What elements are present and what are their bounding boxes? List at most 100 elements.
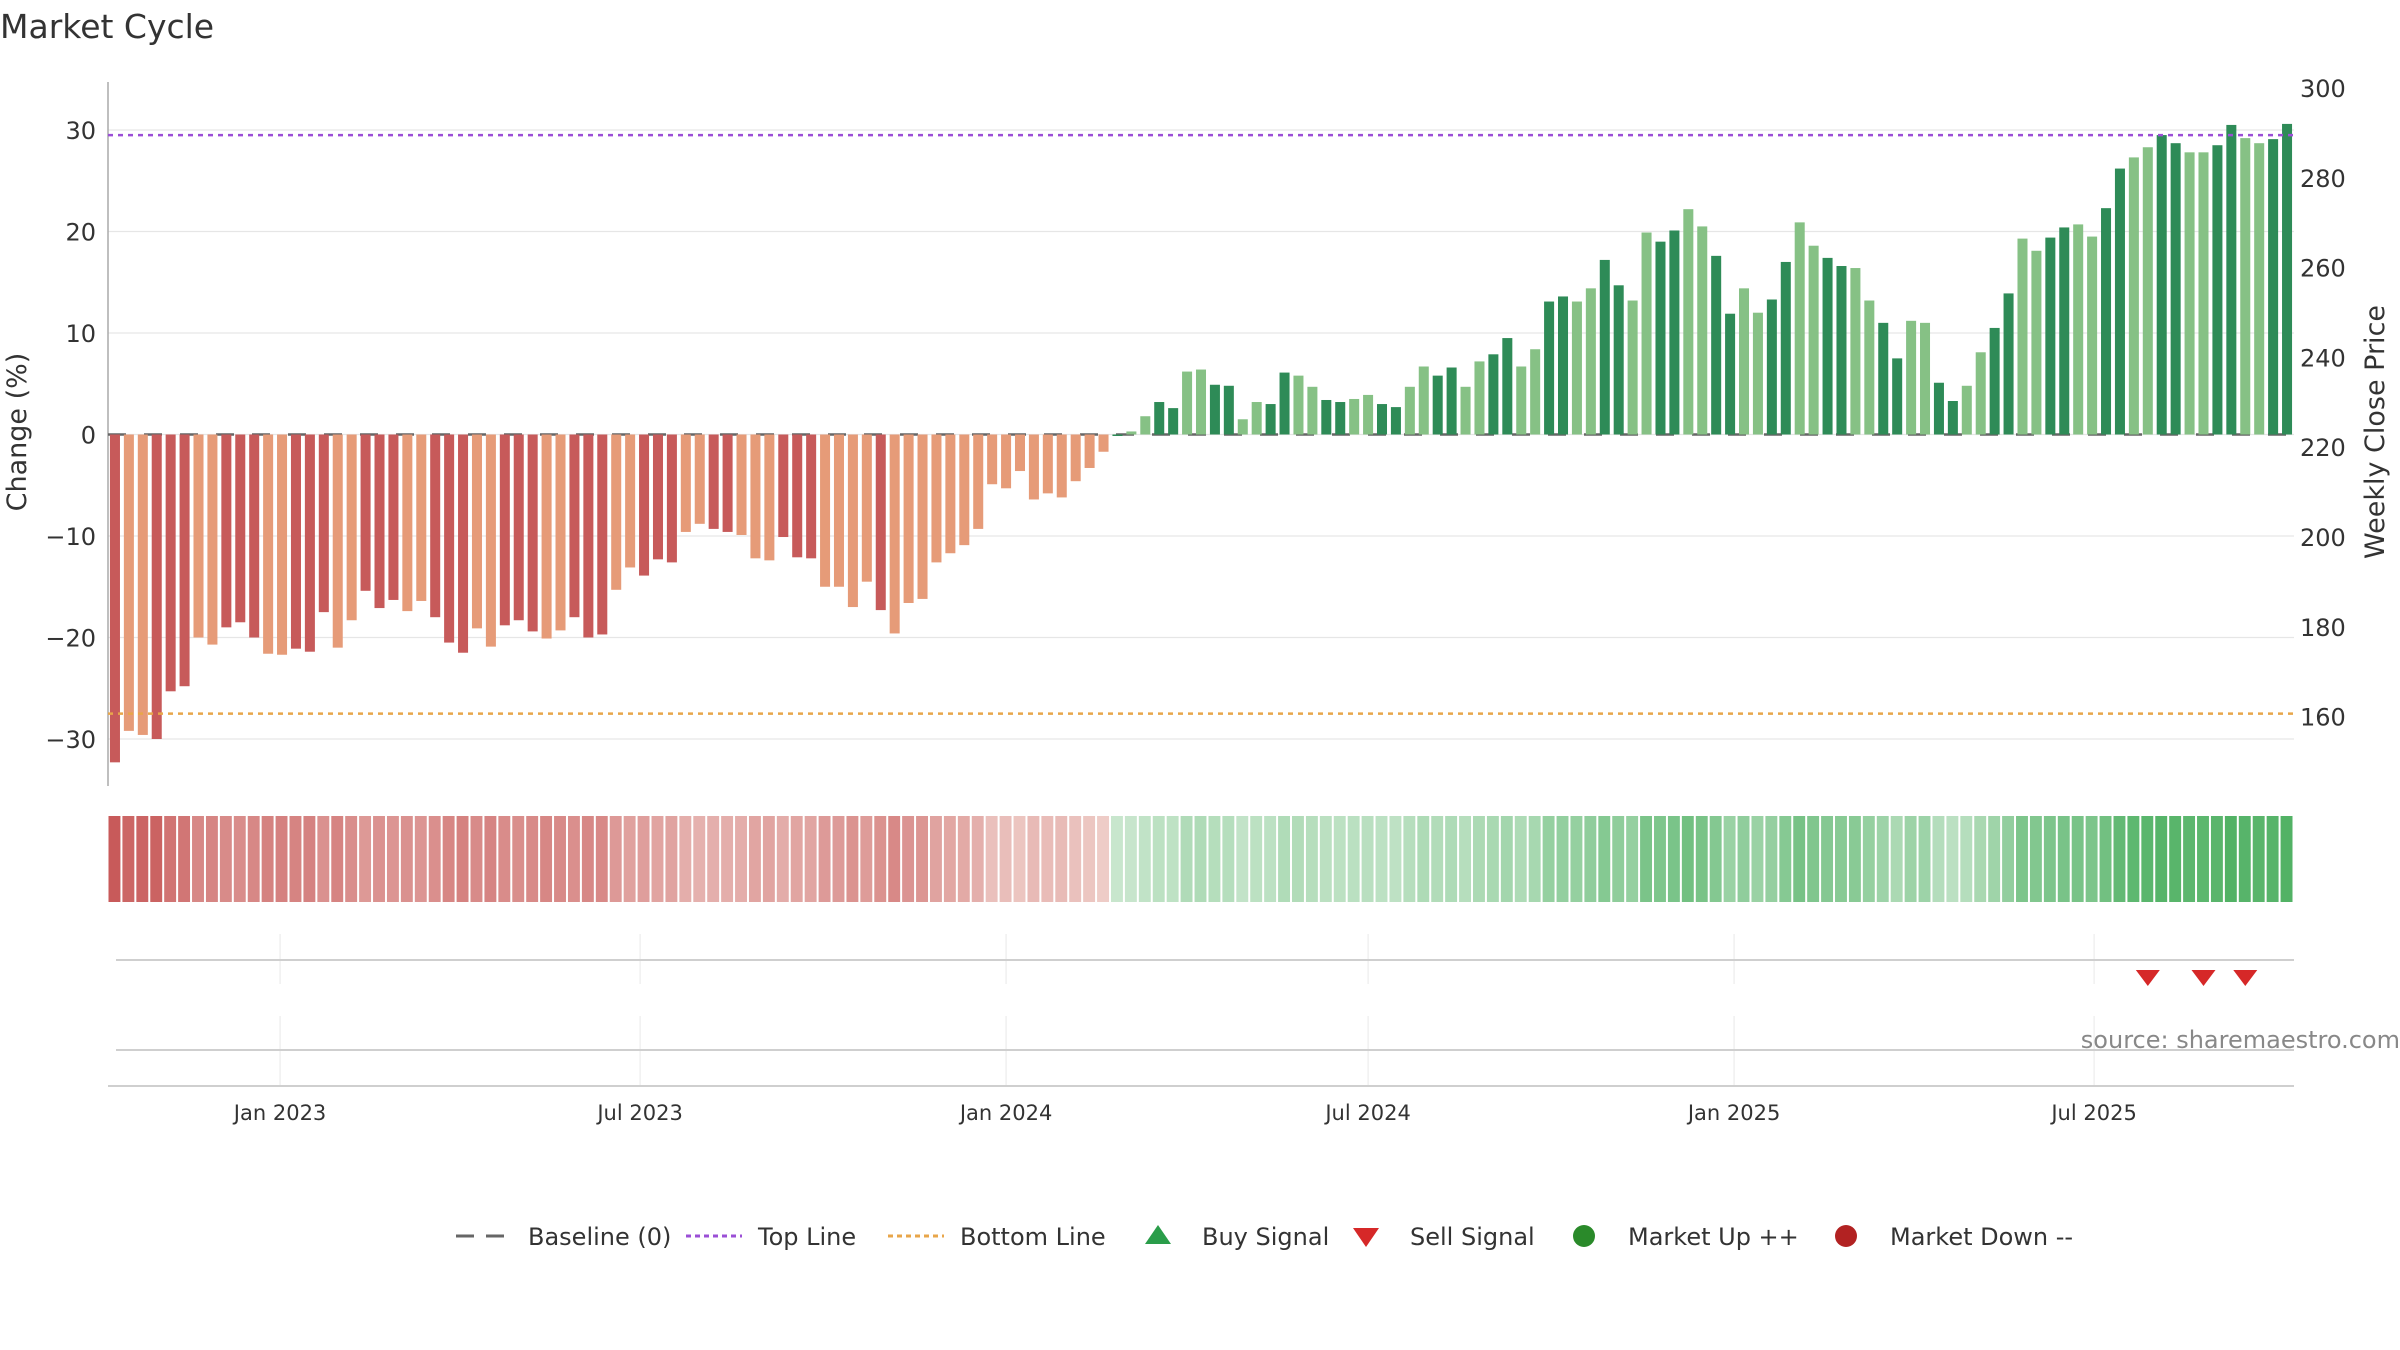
bar [2128, 157, 2139, 435]
heat-cell [637, 816, 650, 902]
heat-cell [1821, 816, 1834, 902]
bar [1585, 288, 1596, 435]
heat-cell [748, 816, 761, 902]
left-y-axis-ticks: 30 20 10 0 −10 −20 −30 [45, 117, 96, 754]
y2-tick-label: 180 [2300, 614, 2346, 642]
heat-cell [1751, 816, 1764, 902]
heat-cell [1375, 816, 1388, 902]
heat-cell [1681, 816, 1694, 902]
bar [1627, 300, 1638, 435]
heat-cell [428, 816, 441, 902]
y-axis-label: Change (%) [2, 353, 33, 512]
bar [1933, 382, 1944, 435]
y-tick-label: −10 [45, 523, 96, 551]
heat-cell [1180, 816, 1193, 902]
heat-cell [1709, 816, 1722, 902]
heat-cell [818, 816, 831, 902]
heat-cell [1765, 816, 1778, 902]
heat-cell [943, 816, 956, 902]
bar [137, 434, 148, 735]
heat-cell [540, 816, 553, 902]
heat-cell [164, 816, 177, 902]
bar [360, 434, 371, 591]
heat-cell [136, 816, 149, 902]
heat-cell [832, 816, 845, 902]
heat-cell [512, 816, 525, 902]
bar [1056, 434, 1067, 498]
bar [527, 434, 538, 632]
heat-cell [1138, 816, 1151, 902]
bar [2142, 147, 2153, 435]
bar [931, 434, 942, 563]
legend-label: Top Line [757, 1223, 856, 1251]
heat-cell [1124, 816, 1137, 902]
bar [2073, 224, 2084, 435]
heat-cell [2043, 816, 2056, 902]
signals-panel [116, 934, 2294, 986]
bar [1655, 241, 1666, 435]
bar [1558, 296, 1569, 435]
heat-cell [2252, 816, 2265, 902]
heat-cell [2016, 816, 2028, 902]
bar [1989, 327, 2000, 435]
bar [889, 434, 900, 634]
bar [1182, 371, 1193, 435]
bar [722, 434, 733, 532]
heat-cell [400, 816, 413, 902]
bar [1168, 408, 1179, 435]
bar [639, 434, 650, 576]
heat-cell [1723, 816, 1736, 902]
heat-cell [762, 816, 775, 902]
heat-cell [1417, 816, 1430, 902]
bar [1154, 402, 1165, 435]
heat-cell [275, 816, 288, 902]
bar [750, 434, 761, 559]
bar [611, 434, 622, 590]
bar [1697, 226, 1708, 435]
heat-cell [1194, 816, 1207, 902]
heat-cell [1222, 816, 1235, 902]
bar [1251, 402, 1262, 435]
bar [541, 434, 552, 639]
heat-cell [1946, 816, 1959, 902]
heat-cell [1598, 816, 1611, 902]
sell-signal-marker [2135, 970, 2160, 986]
heat-cell [1779, 816, 1792, 902]
bar [1920, 322, 1931, 435]
bar [1042, 434, 1053, 494]
bar [416, 434, 427, 601]
heat-cell [1654, 816, 1666, 902]
bar [778, 434, 789, 538]
heat-cell [1640, 816, 1653, 902]
bar [1669, 230, 1680, 435]
bar [1780, 261, 1791, 435]
heat-cell [860, 816, 873, 902]
heat-cell [386, 816, 399, 902]
heat-cell [2071, 816, 2084, 902]
heat-cell [2099, 816, 2112, 902]
bar [1126, 431, 1137, 435]
bar [1307, 386, 1318, 435]
bar [499, 434, 510, 626]
heat-cell [1988, 816, 2001, 902]
heat-cell [2183, 816, 2196, 902]
heat-cell [1793, 816, 1806, 902]
bar [806, 434, 817, 559]
bar [277, 434, 288, 655]
legend-market-up-icon [1573, 1225, 1595, 1247]
heat-cell [2141, 816, 2154, 902]
heat-cell [359, 816, 372, 902]
bar [1850, 268, 1861, 435]
bar [2031, 250, 2042, 435]
x-tick-label: Jul 2025 [2049, 1101, 2136, 1125]
bar [109, 434, 120, 763]
heat-cell [1862, 816, 1875, 902]
heat-cell [651, 816, 664, 902]
bar [1739, 288, 1750, 435]
heat-cell [929, 816, 942, 902]
right-y-axis-ticks: 300 280 260 240 220 200 180 160 [2300, 75, 2346, 732]
heat-cell [1473, 816, 1485, 902]
heat-cell [665, 816, 678, 902]
sell-signal-marker [2233, 970, 2258, 986]
bar [485, 434, 496, 647]
